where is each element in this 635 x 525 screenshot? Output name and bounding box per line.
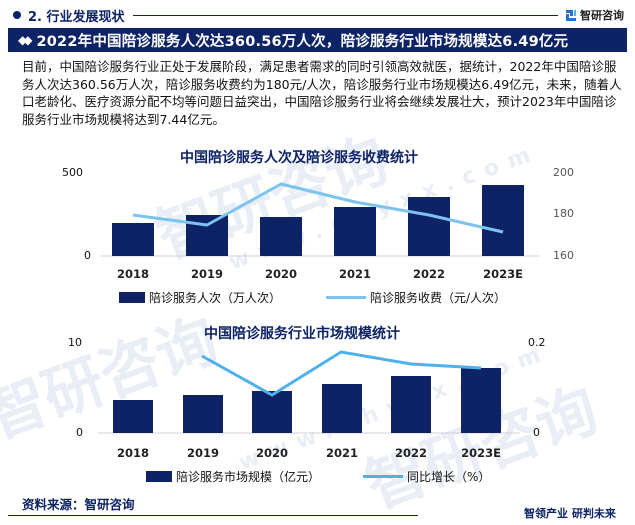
- bullet-dot-icon: [13, 11, 21, 19]
- line-series-growth: [201, 350, 482, 397]
- right-axis-tick: 200: [553, 166, 574, 179]
- legend-label: 陪诊服务人次（万人次）: [149, 291, 282, 305]
- chart-market-size: 中国陪诊服务行业市场规模统计 10 0 0.2 0 2018 2019 2020…: [68, 326, 546, 485]
- legend-item-growth: 同比增长（%）: [363, 468, 490, 485]
- bar-2020: [252, 391, 292, 433]
- bar-series-visits: [112, 185, 524, 256]
- chart-title: 中国陪诊服务人次及陪诊服务收费统计: [180, 150, 418, 166]
- bar-series-market-size: [113, 368, 501, 433]
- legend-item-fees: 陪诊服务收费（元/人次）: [326, 289, 506, 306]
- bar-2020: [260, 217, 302, 256]
- footer-divider: [8, 515, 418, 516]
- x-tick: 2019: [190, 267, 223, 281]
- x-tick: 2023E: [461, 446, 501, 460]
- x-tick: 2022: [412, 267, 445, 281]
- headline-title: 2022年中国陪诊服务人次达360.56万人次，陪诊服务行业市场规模达6.49亿…: [36, 33, 569, 50]
- bar-2021: [322, 384, 362, 433]
- legend-line-swatch: [363, 475, 403, 478]
- left-axis-tick: 10: [68, 336, 82, 349]
- bar-2019: [183, 395, 223, 433]
- right-axis-tick: 180: [553, 207, 574, 220]
- legend-item-market-size: 陪诊服务市场规模（亿元）: [146, 468, 320, 485]
- x-tick: 2020: [264, 267, 297, 281]
- legend-label: 陪诊服务市场规模（亿元）: [176, 470, 321, 484]
- bar-2023E: [461, 368, 501, 433]
- bar-2023E: [482, 185, 524, 256]
- right-axis-tick: 160: [553, 249, 574, 262]
- line-series-fees: [132, 182, 504, 234]
- left-axis-tick: 500: [62, 166, 83, 179]
- x-tick: 2018: [116, 446, 149, 460]
- bar-2022: [391, 376, 431, 433]
- right-axis-tick: 0: [533, 426, 540, 439]
- data-source: 资料来源：智研咨询: [22, 497, 135, 512]
- header-divider: [132, 14, 558, 16]
- x-tick: 2021: [338, 267, 371, 281]
- footer-slogan: 智领产业 研判未来: [524, 507, 616, 520]
- x-tick: 2022: [394, 446, 427, 460]
- headline-banner: ◆◆ 2022年中国陪诊服务人次达360.56万人次，陪诊服务行业市场规模达6.…: [8, 28, 627, 52]
- chart-plot: [98, 350, 520, 434]
- bar-2018: [112, 223, 154, 256]
- chart-title: 中国陪诊服务行业市场规模统计: [204, 326, 400, 342]
- legend-item-visits: 陪诊服务人次（万人次）: [119, 289, 281, 306]
- x-tick: 2019: [186, 446, 219, 460]
- left-axis-tick: 0: [76, 426, 83, 439]
- brand-logo: 智研咨询: [566, 7, 624, 23]
- x-tick: 2018: [116, 267, 149, 281]
- section-title: 2. 行业发展现状: [28, 9, 125, 25]
- description-paragraph: 目前，中国陪诊服务行业正处于发展阶段，满足患者需求的同时引领高效就医，据统计，2…: [22, 59, 622, 127]
- bar-2018: [113, 400, 153, 433]
- brand-name: 智研咨询: [580, 9, 624, 22]
- x-tick: 2021: [325, 446, 358, 460]
- bar-2021: [334, 207, 376, 256]
- chart-plot: [100, 182, 540, 257]
- chart-visits-fees: 中国陪诊服务人次及陪诊服务收费统计 500 0 200 180 160 2018…: [62, 150, 574, 306]
- left-axis-tick: 0: [84, 249, 91, 262]
- legend-bar-swatch: [146, 471, 172, 482]
- x-tick: 2023E: [483, 267, 523, 281]
- bar-2022: [408, 197, 450, 256]
- legend-label: 同比增长（%）: [407, 470, 491, 484]
- section-header: 2. 行业发展现状 智研咨询: [8, 4, 628, 26]
- right-axis-tick: 0.2: [528, 336, 546, 349]
- x-tick: 2020: [255, 446, 288, 460]
- legend-bar-swatch: [119, 292, 145, 303]
- zhiyan-logo-icon: [566, 9, 576, 21]
- legend-label: 陪诊服务收费（元/人次）: [370, 291, 507, 305]
- legend-line-swatch: [326, 296, 366, 299]
